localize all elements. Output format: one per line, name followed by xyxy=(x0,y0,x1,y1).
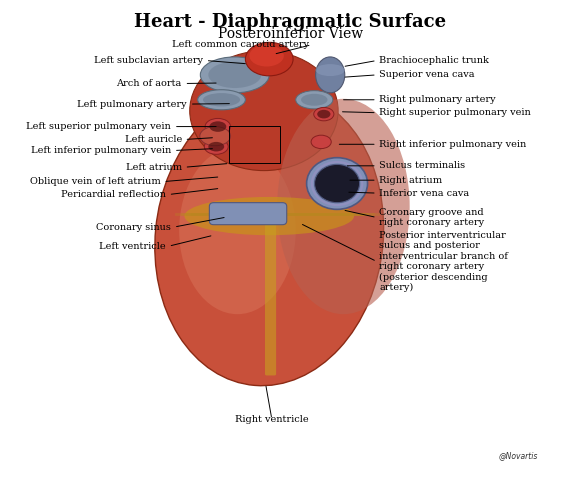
Ellipse shape xyxy=(179,147,296,314)
Text: Inferior vena cava: Inferior vena cava xyxy=(379,189,470,198)
Ellipse shape xyxy=(301,94,328,106)
Text: Left ventricle: Left ventricle xyxy=(99,242,166,251)
Text: Coronary groove and
right coronary artery: Coronary groove and right coronary arter… xyxy=(379,208,485,227)
Text: Heart - Diaphragmatic Surface: Heart - Diaphragmatic Surface xyxy=(135,12,446,31)
Ellipse shape xyxy=(311,135,331,149)
Text: Coronary sinus: Coronary sinus xyxy=(96,223,171,231)
Text: Sulcus terminalis: Sulcus terminalis xyxy=(379,161,466,170)
Text: Right ventricle: Right ventricle xyxy=(235,415,309,424)
Text: Oblique vein of left atrium: Oblique vein of left atrium xyxy=(30,177,160,186)
Text: Right pulmonary artery: Right pulmonary artery xyxy=(379,95,496,104)
Ellipse shape xyxy=(185,197,354,235)
Text: @Novartis: @Novartis xyxy=(499,451,538,460)
Text: Left pulmonary artery: Left pulmonary artery xyxy=(78,99,187,108)
Text: Left inferior pulmonary vein: Left inferior pulmonary vein xyxy=(31,146,171,155)
Text: Brachiocephalic trunk: Brachiocephalic trunk xyxy=(379,56,489,65)
Text: Right superior pulmonary vein: Right superior pulmonary vein xyxy=(379,108,531,117)
Text: Right atrium: Right atrium xyxy=(379,176,443,185)
Ellipse shape xyxy=(155,90,383,386)
Text: Left auricle: Left auricle xyxy=(124,135,182,144)
Ellipse shape xyxy=(198,90,245,110)
FancyBboxPatch shape xyxy=(265,219,276,375)
Text: Left atrium: Left atrium xyxy=(126,163,182,172)
Ellipse shape xyxy=(316,57,345,93)
Ellipse shape xyxy=(249,45,284,67)
Ellipse shape xyxy=(208,62,261,88)
FancyBboxPatch shape xyxy=(209,203,287,225)
Text: Left common carotid artery: Left common carotid artery xyxy=(172,40,309,49)
Ellipse shape xyxy=(203,93,240,107)
Ellipse shape xyxy=(190,51,338,170)
Ellipse shape xyxy=(205,119,231,135)
Ellipse shape xyxy=(209,121,226,132)
Ellipse shape xyxy=(200,127,231,146)
Ellipse shape xyxy=(277,99,410,314)
Ellipse shape xyxy=(245,42,293,76)
Text: Left superior pulmonary vein: Left superior pulmonary vein xyxy=(26,122,171,131)
Ellipse shape xyxy=(317,110,330,119)
Ellipse shape xyxy=(296,91,333,109)
Text: Right inferior pulmonary vein: Right inferior pulmonary vein xyxy=(379,140,527,149)
Text: Posteroinferior View: Posteroinferior View xyxy=(218,27,363,41)
Ellipse shape xyxy=(314,108,334,121)
Ellipse shape xyxy=(307,157,368,209)
Text: Pericardial reflection: Pericardial reflection xyxy=(61,190,166,199)
Text: Posterior interventricular
sulcus and posterior
interventricular branch of
right: Posterior interventricular sulcus and po… xyxy=(379,231,508,292)
Ellipse shape xyxy=(316,64,345,76)
Ellipse shape xyxy=(200,57,269,93)
Ellipse shape xyxy=(315,164,360,203)
Ellipse shape xyxy=(204,139,228,155)
Ellipse shape xyxy=(208,142,224,152)
Text: Left subclavian artery: Left subclavian artery xyxy=(94,56,203,65)
Text: Arch of aorta: Arch of aorta xyxy=(117,79,182,88)
Text: Superior vena cava: Superior vena cava xyxy=(379,71,475,79)
